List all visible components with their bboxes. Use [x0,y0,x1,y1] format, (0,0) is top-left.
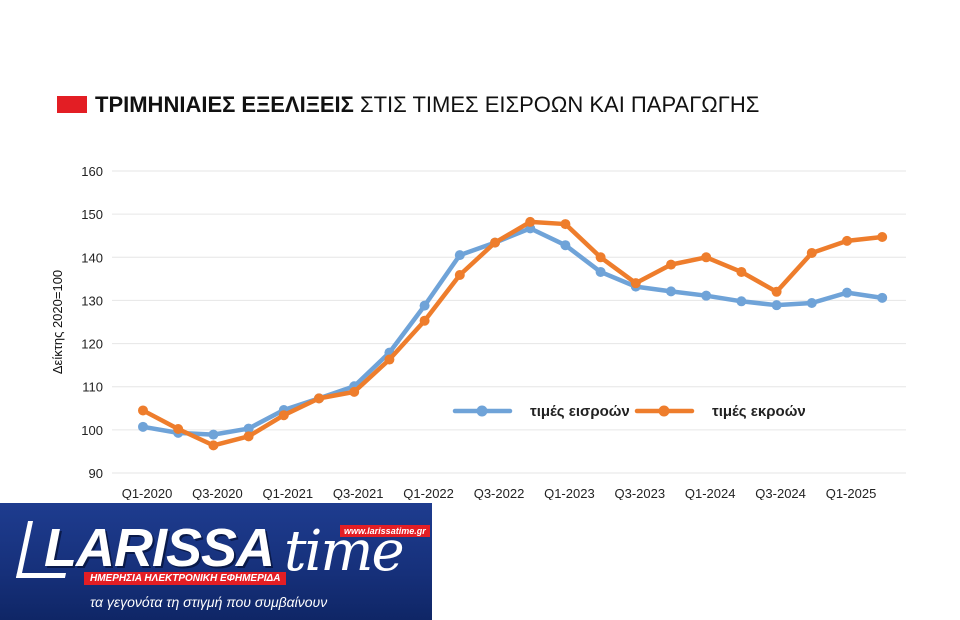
series-2-point [806,247,817,258]
y-tick-label: 140 [81,250,103,265]
x-tick-label: Q1-2021 [263,486,314,500]
series-2-point [384,354,395,365]
y-tick-label: 90 [89,466,103,481]
x-tick-label: Q3-2023 [615,486,666,500]
legend-swatch-marker-1 [476,405,488,417]
y-tick-label: 120 [81,337,103,352]
series-2-point [278,410,289,421]
logo-name-part1: LARISSA [44,518,275,578]
series-2-point [208,440,219,451]
y-tick-label: 130 [81,293,103,308]
x-tick-label: Q3-2022 [474,486,525,500]
x-tick-label: Q1-2025 [826,486,877,500]
series-2-point [173,423,184,434]
series-2-point [314,393,324,404]
series-line-1 [140,226,885,437]
series-2-point [490,237,500,248]
logo-url: www.larissatime.gr [340,525,430,537]
line-chart: 90 100 110 120 130 140 150 160 Q1-2020 Q3-2020 Q1-… [50,164,906,500]
series-2-point [419,315,430,326]
legend-swatch-marker-2 [658,405,670,417]
series-1-point [806,298,817,309]
series-1-point [243,423,254,434]
series-2-point [525,216,536,227]
x-tick-label: Q1-2020 [122,486,173,500]
logo-tagline: ΗΜΕΡΗΣΙΑ ΗΛΕΚΤΡΟΝΙΚΗ ΕΦΗΜΕΡΙΔΑ [84,572,287,585]
series-1-point [666,286,676,297]
title-bold-part: ΤΡΙΜΗΝΙΑΙΕΣ ΕΞΕΛΙΞΕΙΣ [95,92,354,117]
series-1-point [595,266,606,277]
series-1-point [771,300,782,311]
series-2-point [771,286,782,297]
series-2-point [243,431,254,442]
series-1-point [560,240,571,251]
legend-label-2: τιμές εκροών [712,403,806,420]
series-1-point [419,300,430,311]
title-red-marker [57,95,87,113]
series-1-point [208,429,219,440]
series-2-point [842,235,852,246]
series-2-point [138,405,148,416]
series-2-point [666,259,676,270]
logo-slogan: τα γεγονότα τη στιγμή που συμβαίνουν [90,594,328,610]
series-1-point [736,296,747,307]
x-tick-label: Q1-2024 [685,486,736,500]
x-tick-label: Q1-2023 [544,486,595,500]
series-2-point [349,386,360,397]
y-tick-label: 110 [82,380,103,395]
legend-label-1: τιμές εισροών [530,403,630,420]
x-tick-label: Q3-2020 [192,486,243,500]
series-line-2 [140,219,885,448]
y-tick-label: 100 [81,423,103,438]
larissatime-logo: LARISSA time www.larissatime.gr ΗΜΕΡΗΣΙΑ… [0,503,432,620]
x-tick-label: Q1-2022 [403,486,454,500]
series-2-point [630,278,641,289]
series-1-point [842,287,852,298]
y-tick-label: 160 [81,164,103,179]
y-axis-label: Δείκτης 2020=100 [50,270,65,374]
series-2-point [877,232,888,243]
title-regular-part: ΣΤΙΣ ΤΙΜΕΣ ΕΙΣΡΟΩΝ ΚΑΙ ΠΑΡΑΓΩΓΗΣ [360,92,760,117]
series-1-point [701,290,712,301]
series-1-point [877,292,888,303]
series-2-point [595,252,606,263]
chart-title: ΤΡΙΜΗΝΙΑΙΕΣ ΕΞΕΛΙΞΕΙΣ ΣΤΙΣ ΤΙΜΕΣ ΕΙΣΡΟΩΝ… [57,92,937,122]
series-1-point [454,250,465,261]
series-2-point [736,266,747,277]
series-2-point [701,252,712,263]
x-tick-label: Q3-2024 [755,486,806,500]
series-2-point [560,219,571,230]
series-1-point [138,421,148,432]
x-tick-label: Q3-2021 [333,486,384,500]
y-tick-label: 150 [81,207,103,222]
series-2-point [454,269,465,280]
